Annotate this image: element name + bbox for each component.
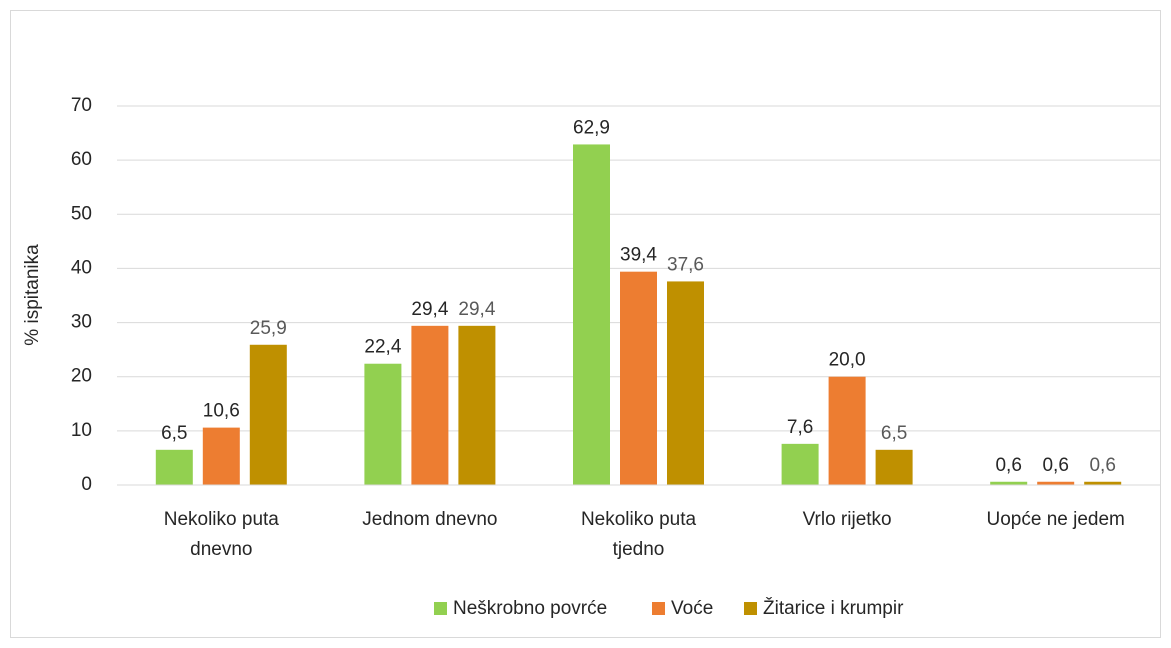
value-label: 29,4 (458, 299, 495, 320)
y-tick-label: 50 (71, 203, 92, 224)
value-label: 6,5 (881, 423, 907, 444)
value-label: 0,6 (1089, 455, 1115, 476)
y-tick-label: 70 (71, 95, 92, 116)
x-tick-label: Nekoliko puta tjedno (581, 509, 697, 560)
bar (1084, 481, 1122, 485)
x-tick-label: Nekoliko puta dnevno (164, 509, 280, 560)
value-label: 7,6 (787, 417, 813, 438)
bar (411, 325, 449, 485)
value-label: 29,4 (411, 299, 448, 320)
value-label: 20,0 (829, 350, 866, 371)
bar (667, 281, 704, 485)
legend-swatch (652, 602, 665, 615)
legend-swatch (744, 602, 757, 615)
legend-swatch (434, 602, 447, 615)
bar (781, 443, 819, 485)
y-tick-label: 0 (81, 474, 92, 495)
y-tick-label: 40 (71, 257, 92, 278)
bar (155, 449, 193, 485)
value-label: 10,6 (203, 401, 240, 422)
x-tick-label: Vrlo rijetko (803, 509, 892, 530)
value-label: 25,9 (250, 318, 287, 339)
legend-label: Neškrobno povrće (453, 598, 607, 619)
value-label: 0,6 (1042, 455, 1068, 476)
value-label: 39,4 (620, 245, 657, 266)
bar (990, 481, 1028, 485)
y-axis-title: % ispitanika (22, 244, 43, 346)
y-tick-label: 10 (71, 420, 92, 441)
y-tick-label: 20 (71, 366, 92, 387)
bar (1037, 481, 1075, 485)
bar (202, 427, 240, 485)
value-label: 62,9 (573, 117, 610, 138)
legend-label: Žitarice i krumpir (763, 597, 904, 619)
bar (620, 271, 657, 485)
y-tick-label: 60 (71, 149, 92, 170)
value-label: 6,5 (161, 423, 187, 444)
x-tick-label: Jednom dnevno (362, 509, 497, 530)
x-tick-label: Uopće ne jedem (987, 509, 1125, 530)
value-label: 22,4 (364, 337, 401, 358)
value-label: 37,6 (667, 254, 704, 275)
value-label: 0,6 (995, 455, 1021, 476)
bar (458, 325, 496, 485)
bar (573, 144, 610, 486)
bar (828, 376, 866, 485)
bar (364, 363, 402, 485)
y-tick-label: 30 (71, 312, 92, 333)
legend-label: Voće (671, 598, 713, 619)
bar (875, 449, 913, 485)
bar (249, 344, 287, 485)
